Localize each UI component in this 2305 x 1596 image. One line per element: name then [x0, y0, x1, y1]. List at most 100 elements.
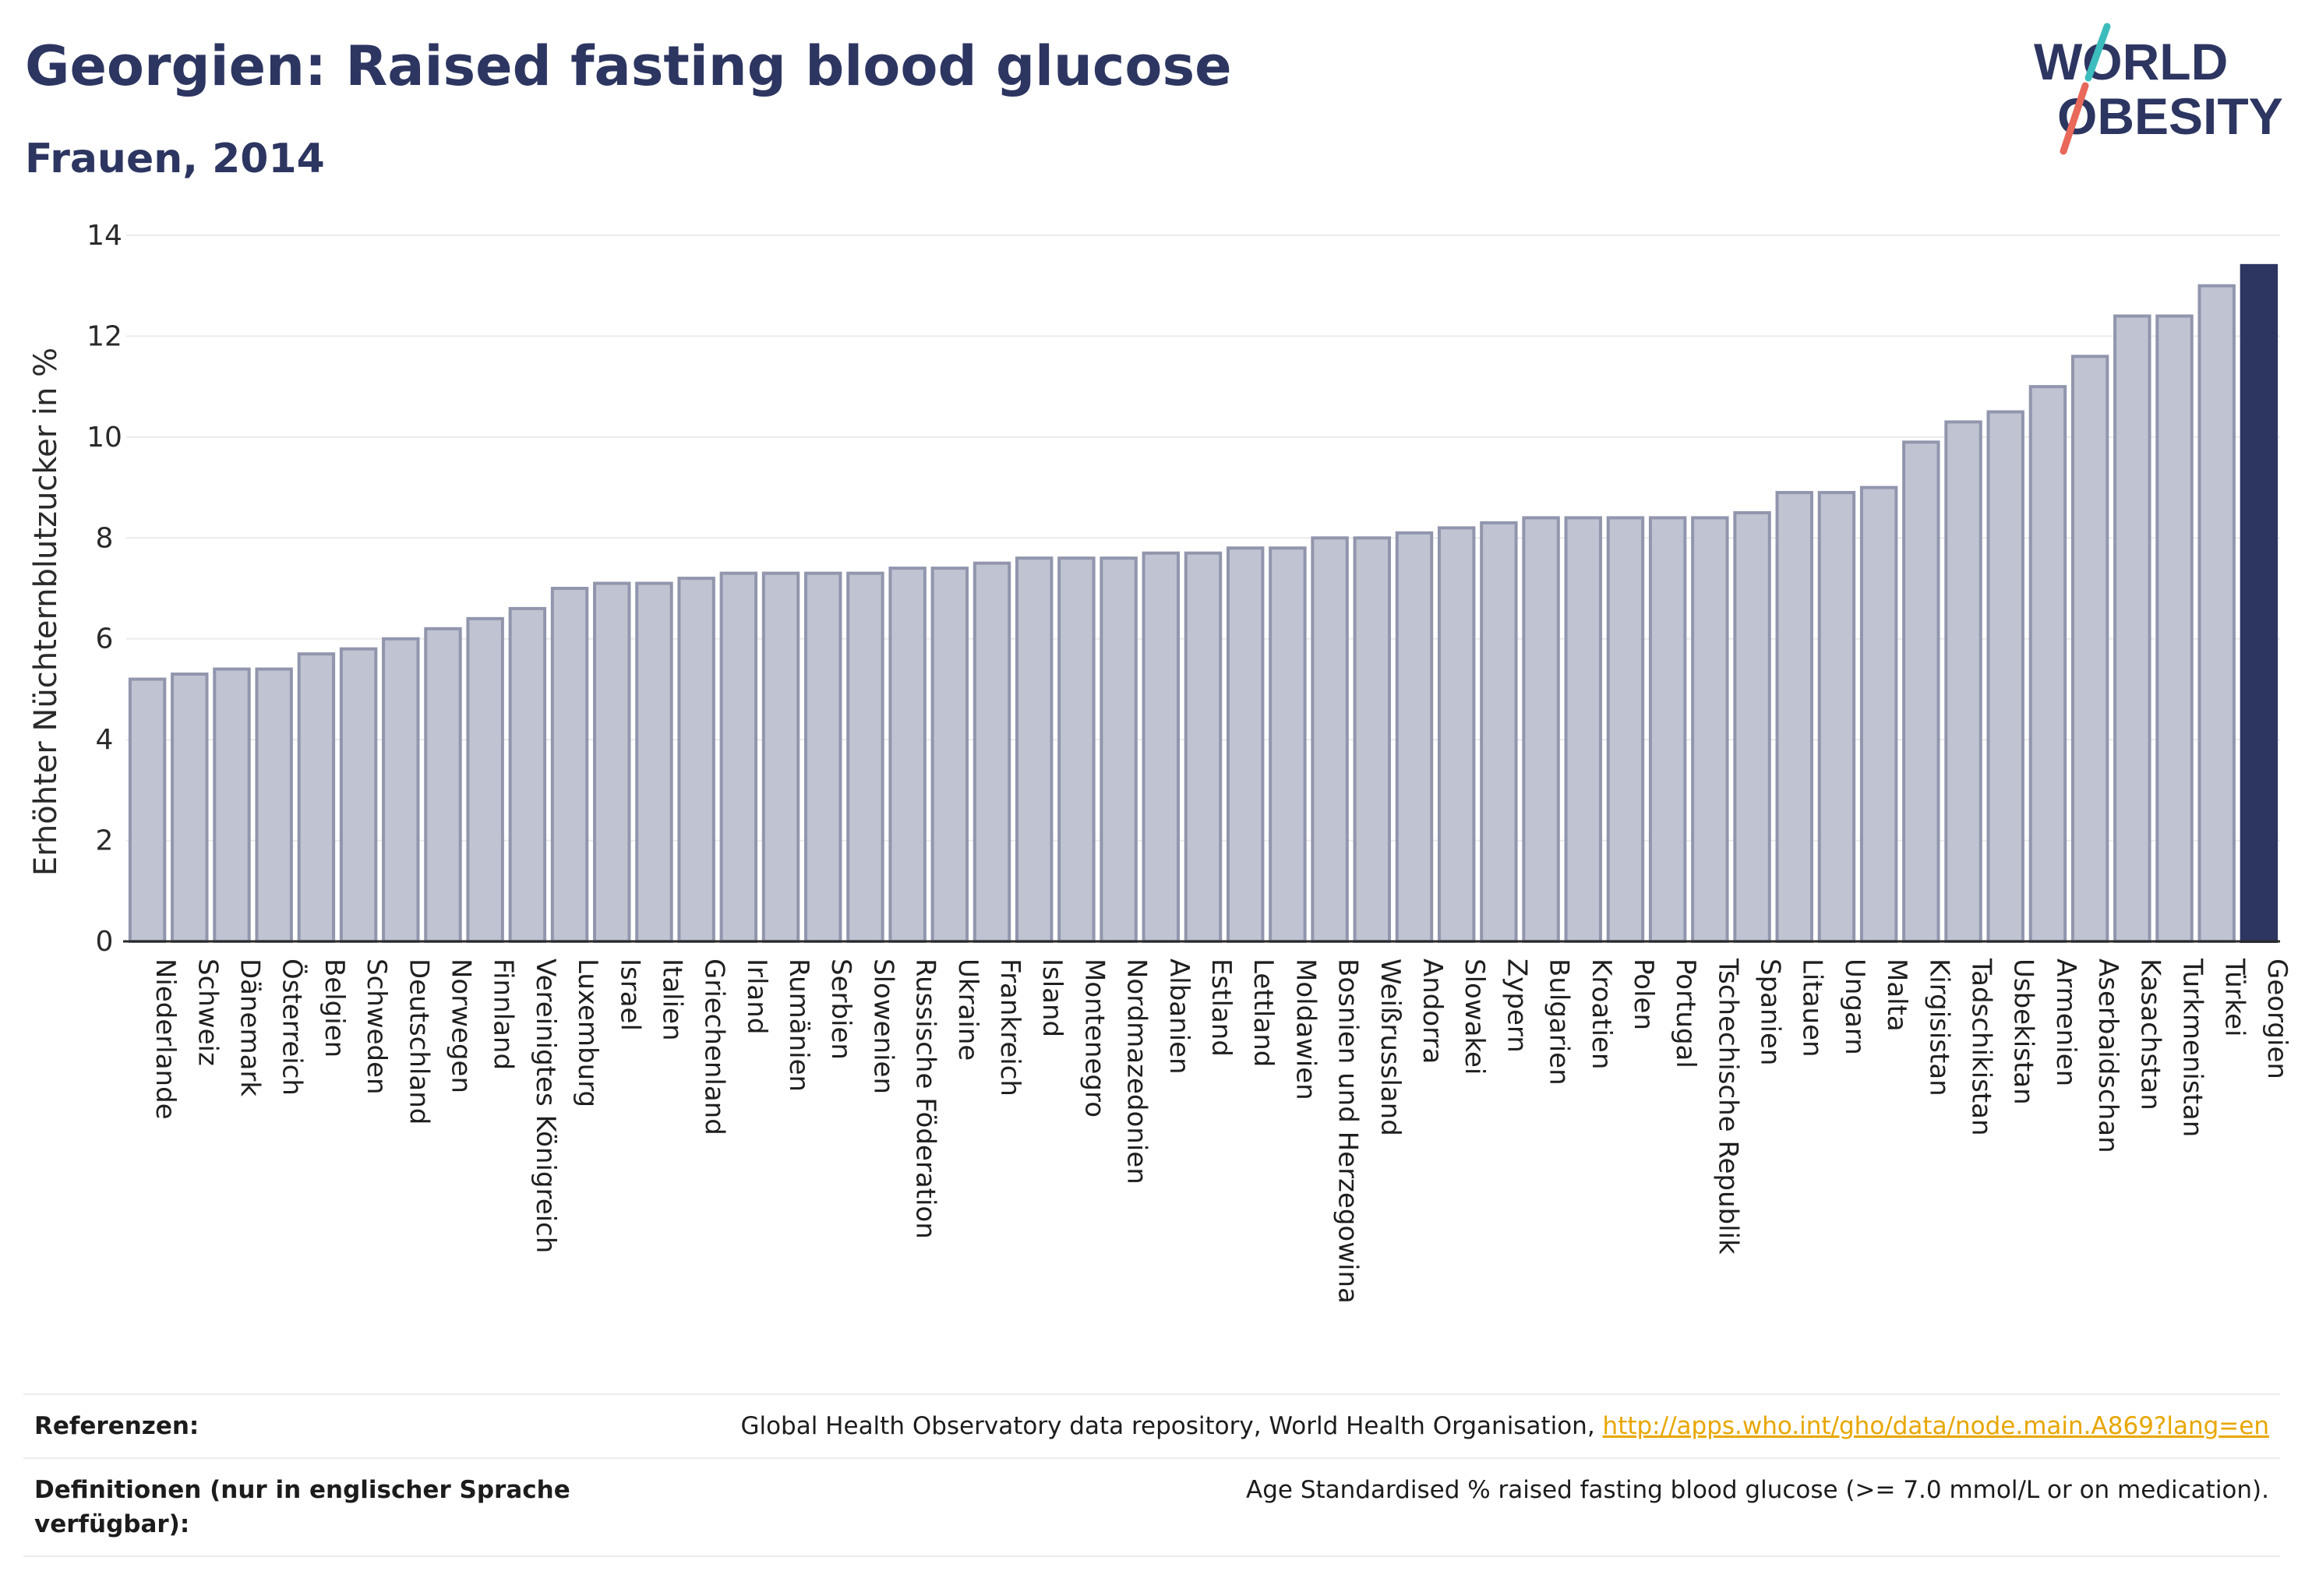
chart-title: Georgien: Raised fasting blood glucose — [25, 34, 1232, 98]
bar-0 — [128, 677, 167, 943]
y-tick-label: 6 — [96, 623, 114, 655]
x-tick-label: Albanien — [1163, 959, 1195, 1075]
bar-23 — [1100, 556, 1138, 944]
references-text: Global Health Observatory data repositor… — [740, 1412, 1603, 1440]
bar-50 — [2240, 263, 2279, 944]
footer-table: Referenzen: Global Health Observatory da… — [23, 1393, 2280, 1557]
bar-22 — [1057, 556, 1096, 944]
x-tick-label: Tadschikistan — [1966, 958, 1997, 1136]
bar-37 — [1691, 516, 1729, 943]
x-tick-label: Serbien — [825, 959, 856, 1060]
bar-42 — [1902, 440, 1940, 943]
x-tick-label: Moldawien — [1290, 959, 1321, 1100]
bar-46 — [2070, 355, 2109, 944]
definitions-value: Age Standardised % raised fasting blood … — [1246, 1476, 2269, 1504]
bar-16 — [804, 571, 842, 943]
logo-slash-bottom — [2060, 82, 2089, 155]
bar-36 — [1648, 516, 1687, 943]
bar-27 — [1269, 546, 1307, 943]
bar-44 — [1986, 410, 2024, 943]
x-tick-label: Nordmazedonien — [1121, 959, 1152, 1185]
x-tick-label: Ungarn — [1839, 959, 1870, 1055]
bar-18 — [888, 567, 927, 943]
x-tick-label: Kasachstan — [2134, 959, 2166, 1110]
bar-48 — [2155, 314, 2194, 943]
bar-29 — [1353, 536, 1392, 943]
x-tick-label: Finnland — [488, 959, 519, 1070]
bar-26 — [1226, 546, 1265, 943]
x-tick-label: Usbekistan — [2008, 959, 2039, 1105]
x-tick-label: Irland — [741, 959, 772, 1034]
x-tick-label: Zypern — [1501, 959, 1532, 1053]
x-tick-label: Griechenland — [699, 959, 730, 1135]
bar-31 — [1437, 526, 1476, 943]
x-tick-label: Andorra — [1417, 959, 1448, 1064]
bar-45 — [2028, 385, 2067, 943]
x-tick-label: Turkmenistan — [2177, 958, 2208, 1137]
bar-32 — [1480, 521, 1518, 943]
bar-15 — [761, 571, 800, 943]
bar-30 — [1395, 531, 1434, 943]
y-tick-label: 4 — [96, 724, 114, 756]
x-tick-label: Niederlande — [150, 959, 181, 1120]
bar-21 — [1015, 556, 1054, 944]
bar-43 — [1944, 420, 1982, 943]
bar-5 — [339, 647, 378, 944]
references-link[interactable]: http://apps.who.int/gho/data/node.main.A… — [1602, 1412, 2269, 1440]
x-tick-label: Rumänien — [783, 959, 814, 1092]
bar-4 — [297, 652, 336, 944]
x-tick-label: Lettland — [1248, 959, 1279, 1067]
references-label: Referenzen: — [34, 1412, 199, 1440]
x-tick-label: Deutschland — [403, 959, 434, 1125]
y-axis-label: Erhöhter Nüchternblutzucker in % — [28, 348, 64, 876]
bar-chart: 0 2 4 6 8 10 12 14 Niederlande Schweiz Dänemark Ös… — [28, 220, 2293, 1304]
x-tick-label: Slowenien — [867, 959, 898, 1094]
bar-8 — [466, 616, 504, 943]
x-tick-label: Bosnien und Herzegowina — [1333, 959, 1364, 1304]
x-tick-label: Polen — [1628, 959, 1659, 1030]
bar-33 — [1522, 516, 1560, 943]
y-tick-label: 0 — [96, 926, 114, 958]
x-tick-label: Israel — [614, 959, 645, 1031]
x-tick-label: Österreich — [277, 959, 309, 1096]
x-tick-label: Estland — [1205, 959, 1237, 1057]
bar-3 — [255, 667, 293, 943]
x-tick-label: Weißrussland — [1375, 959, 1406, 1136]
world-obesity-logo: WORLD OBESITY — [2034, 23, 2283, 155]
bar-12 — [635, 581, 673, 943]
x-tick-label: Litauen — [1797, 959, 1828, 1058]
x-tick-label: Frankreich — [994, 959, 1025, 1096]
bars — [128, 263, 2279, 944]
definitions-row: Definitionen (nur in englischer Sprache … — [23, 1458, 2280, 1556]
bar-41 — [1859, 486, 1898, 943]
x-tick-label: Schweden — [361, 959, 392, 1095]
references-value: Global Health Observatory data repositor… — [591, 1394, 2280, 1458]
bar-38 — [1733, 510, 1771, 943]
x-tick-label: Portugal — [1670, 959, 1701, 1068]
bar-47 — [2113, 314, 2151, 943]
logo-text-world: WORLD — [2034, 33, 2228, 90]
x-tick-label: Island — [1036, 959, 1068, 1037]
bar-11 — [593, 581, 631, 943]
bar-7 — [424, 627, 462, 943]
x-tick-label: Tschechische Republik — [1712, 958, 1743, 1255]
x-tick-label: Montenegro — [1078, 959, 1110, 1118]
bar-35 — [1606, 516, 1645, 943]
x-tick-label: Russische Föderation — [910, 959, 941, 1239]
bar-2 — [213, 667, 251, 943]
x-tick-label: Luxemburg — [572, 959, 603, 1107]
bar-20 — [972, 561, 1011, 944]
bar-10 — [550, 587, 589, 943]
y-tick-label: 10 — [86, 422, 122, 454]
x-tick-label: Norwegen — [445, 959, 476, 1093]
x-tick-label: Belgien — [319, 959, 350, 1058]
chart-subtitle: Frauen, 2014 — [25, 136, 325, 182]
x-tick-label: Schweiz — [192, 959, 223, 1066]
x-axis-ticks: Niederlande Schweiz Dänemark Österreich Belg… — [150, 958, 2293, 1304]
x-tick-label: Bulgarien — [1544, 959, 1575, 1086]
x-tick-label: Georgien — [2261, 959, 2293, 1079]
x-tick-label: Vereinigtes Königreich — [530, 959, 561, 1253]
bar-19 — [930, 567, 969, 943]
bar-39 — [1775, 491, 1813, 943]
bar-6 — [382, 637, 420, 943]
